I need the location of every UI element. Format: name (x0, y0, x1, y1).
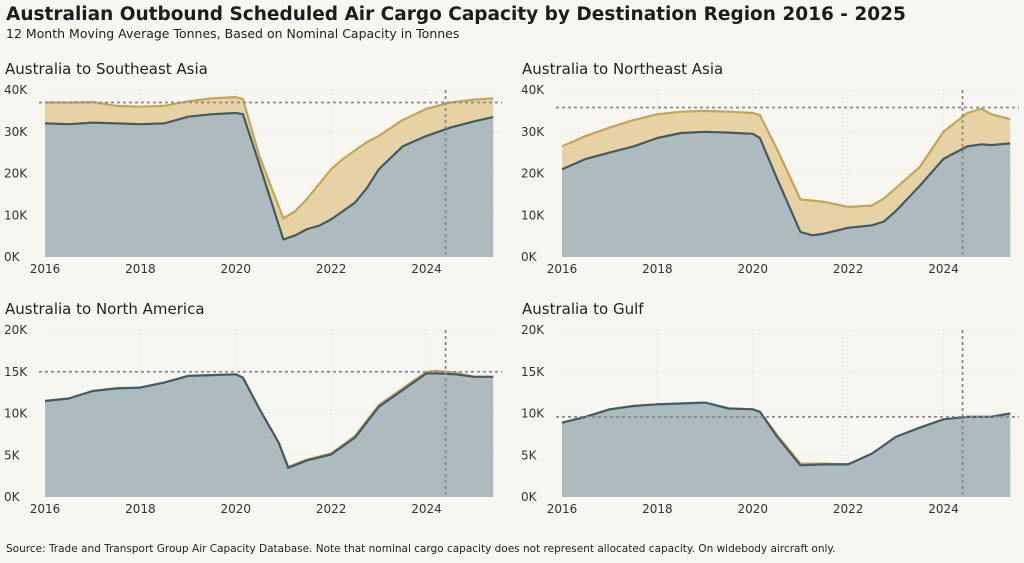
x-tick-label: 2016 (30, 502, 61, 516)
panel-1: Australia to Southeast Asia 0K 10K 20K 30K 40… (4, 60, 502, 276)
y-tick-label: 20K (521, 167, 545, 181)
x-tick-label: 2024 (928, 502, 959, 516)
y-tick-label: 5K (521, 448, 538, 462)
x-tick-label: 2024 (411, 262, 442, 276)
x-tick-label: 2016 (547, 262, 578, 276)
x-tick-label: 2024 (928, 262, 959, 276)
x-tick-label: 2022 (833, 262, 864, 276)
y-tick-label: 5K (4, 448, 21, 462)
chart-subtitle: 12 Month Moving Average Tonnes, Based on… (6, 26, 460, 41)
x-tick-label: 2020 (220, 502, 251, 516)
capacity-series-lower-area (45, 373, 494, 497)
chart-title: Australian Outbound Scheduled Air Cargo … (6, 4, 906, 25)
y-tick-label: 0K (4, 490, 21, 504)
x-tick-label: 2018 (125, 262, 156, 276)
y-tick-label: 10K (521, 208, 545, 222)
y-tick-label: 20K (521, 323, 545, 337)
x-tick-label: 2022 (316, 502, 347, 516)
x-tick-label: 2020 (220, 262, 251, 276)
panel-title: Australia to Northeast Asia (522, 60, 723, 78)
capacity-series-upper-line (45, 96, 494, 220)
y-tick-label: 30K (521, 125, 545, 139)
y-tick-label: 40K (4, 83, 28, 97)
panel-title: Australia to North America (5, 300, 205, 318)
capacity-series-lower-area (45, 113, 494, 257)
x-tick-label: 2018 (125, 502, 156, 516)
y-tick-label: 40K (521, 83, 545, 97)
y-tick-label: 10K (521, 407, 545, 421)
capacity-series-lower-line (561, 130, 1011, 237)
x-tick-label: 2016 (30, 262, 61, 276)
source-note: Source: Trade and Transport Group Air Ca… (6, 543, 836, 555)
x-tick-label: 2016 (547, 502, 578, 516)
x-tick-label: 2020 (737, 502, 768, 516)
capacity-series-lower-line (44, 372, 494, 469)
x-tick-label: 2022 (833, 502, 864, 516)
x-tick-label: 2020 (737, 262, 768, 276)
capacity-series-lower-line (561, 401, 1011, 467)
panel-2: Australia to Northeast Asia 0K 10K 20K 30K 40… (521, 60, 1019, 276)
y-tick-label: 20K (4, 167, 28, 181)
y-tick-label: 30K (4, 125, 28, 139)
y-tick-label: 0K (521, 250, 538, 264)
y-tick-label: 10K (4, 407, 28, 421)
y-tick-label: 15K (4, 365, 28, 379)
x-tick-label: 2018 (642, 262, 673, 276)
x-tick-label: 2018 (642, 502, 673, 516)
y-tick-label: 15K (521, 365, 545, 379)
capacity-series-lower-area (562, 402, 1011, 497)
panel-title: Australia to Gulf (522, 300, 644, 318)
y-tick-label: 10K (4, 208, 28, 222)
panel-4: Australia to Gulf 0K 5K 10K 15K 20K 2016 2018 20… (521, 300, 1019, 516)
y-tick-label: 20K (4, 323, 28, 337)
x-tick-label: 2024 (411, 502, 442, 516)
y-tick-label: 0K (521, 490, 538, 504)
capacity-series-lower-line (44, 111, 494, 241)
capacity-series-lower-area (562, 131, 1011, 257)
y-tick-label: 0K (4, 250, 21, 264)
x-tick-label: 2022 (316, 262, 347, 276)
capacity-series-upper-line (561, 107, 1011, 208)
panel-3: Australia to North America 0K 5K 10K 15K 20K 2… (4, 300, 502, 516)
panel-title: Australia to Southeast Asia (5, 60, 208, 78)
